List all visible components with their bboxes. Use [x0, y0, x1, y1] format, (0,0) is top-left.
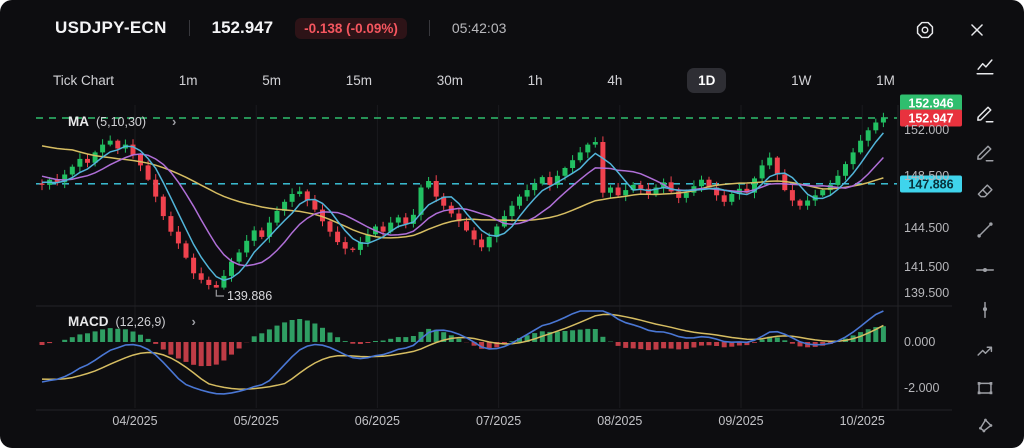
highlighter-pencil-button[interactable] [967, 134, 1003, 170]
month-label: 09/2025 [718, 414, 764, 428]
vertical-line-icon [974, 299, 996, 321]
ma-params: (5,10,30) [96, 115, 147, 129]
month-label: 05/2025 [233, 414, 279, 428]
tab-15m[interactable]: 15m [345, 72, 372, 88]
arrow-mark-button[interactable] [967, 332, 1003, 368]
highlighter-pencil-icon [974, 141, 996, 163]
draw-pencil-icon [974, 102, 996, 124]
month-label: 10/2025 [839, 414, 885, 428]
arrow-mark-icon [974, 339, 996, 361]
trend-line-button[interactable] [967, 212, 1003, 248]
polygon-icon [974, 414, 996, 436]
horizontal-line-icon [974, 259, 996, 281]
polygon-button[interactable] [967, 407, 1003, 443]
month-label: 08/2025 [597, 414, 643, 428]
price-axis-tick: 148.500 [904, 168, 950, 183]
macd-axis-tick: -2.000 [904, 381, 940, 396]
eraser-button[interactable] [967, 174, 1003, 210]
close-button[interactable] [959, 12, 995, 48]
macd-params: (12,26,9) [115, 315, 166, 329]
ma-chevron-icon[interactable]: › [172, 114, 177, 129]
header-divider [428, 20, 430, 36]
last-price-badge: 152.947 [900, 109, 962, 127]
tab-1h[interactable]: 1h [527, 72, 543, 88]
rectangle-button[interactable] [967, 370, 1003, 406]
low-annotation: 139.886 [227, 289, 273, 303]
alert-price-badge: 152.946 [900, 94, 962, 112]
last-price-value: 152.947 [211, 18, 274, 37]
server-clock: 05:42:03 [451, 20, 507, 36]
tab-4h[interactable]: 4h [607, 72, 623, 88]
vertical-line-button[interactable] [967, 292, 1003, 328]
close-icon [966, 19, 988, 41]
tab-1m[interactable]: 1M [876, 72, 895, 88]
trend-line-icon [974, 219, 996, 241]
price-axis-tick: 139.500 [904, 285, 950, 300]
symbol-title: USDJPY-ECN [55, 18, 167, 37]
tab-1w[interactable]: 1W [791, 72, 812, 88]
ma-indicator-label[interactable]: MA (5,10,30) › [68, 114, 176, 129]
month-label: 06/2025 [354, 414, 400, 428]
price-axis-tick: 141.500 [904, 259, 950, 274]
price-axis-tick: 152.000 [904, 123, 950, 138]
tab-1m[interactable]: 1m [178, 72, 198, 88]
tab-1d[interactable]: 1D [687, 67, 727, 93]
eraser-icon [974, 181, 996, 203]
header-divider [188, 20, 190, 36]
month-label: 07/2025 [476, 414, 522, 428]
tab-30m[interactable]: 30m [436, 72, 463, 88]
chart-type-icon [974, 55, 996, 77]
macd-chevron-icon[interactable]: › [191, 314, 196, 329]
ma-name: MA [68, 114, 89, 129]
timeframe-tabs: Tick Chart 1m 5m 15m 30m 1h 4h 1D 1W 1M [53, 64, 895, 96]
price-axis-tick: 144.500 [904, 220, 950, 235]
settings-gear-icon [914, 19, 936, 41]
support-price-badge: 147.886 [900, 175, 962, 193]
month-label: 04/2025 [112, 414, 158, 428]
price-change-badge: -0.138 (-0.09%) [295, 17, 407, 39]
rectangle-icon [974, 377, 996, 399]
macd-axis-tick: 0.000 [904, 335, 936, 349]
macd-indicator-label[interactable]: MACD (12,26,9) › [68, 314, 196, 329]
draw-pencil-button[interactable] [967, 95, 1003, 131]
macd-name: MACD [68, 314, 109, 329]
header: USDJPY-ECN 152.947 -0.138 (-0.09%) 05:42… [0, 0, 1024, 56]
chart-type-button[interactable] [967, 48, 1003, 84]
tab-5m[interactable]: 5m [262, 72, 281, 88]
horizontal-line-button[interactable] [967, 252, 1003, 288]
tab-tick-chart[interactable]: Tick Chart [53, 72, 115, 88]
settings-button[interactable] [907, 12, 943, 48]
